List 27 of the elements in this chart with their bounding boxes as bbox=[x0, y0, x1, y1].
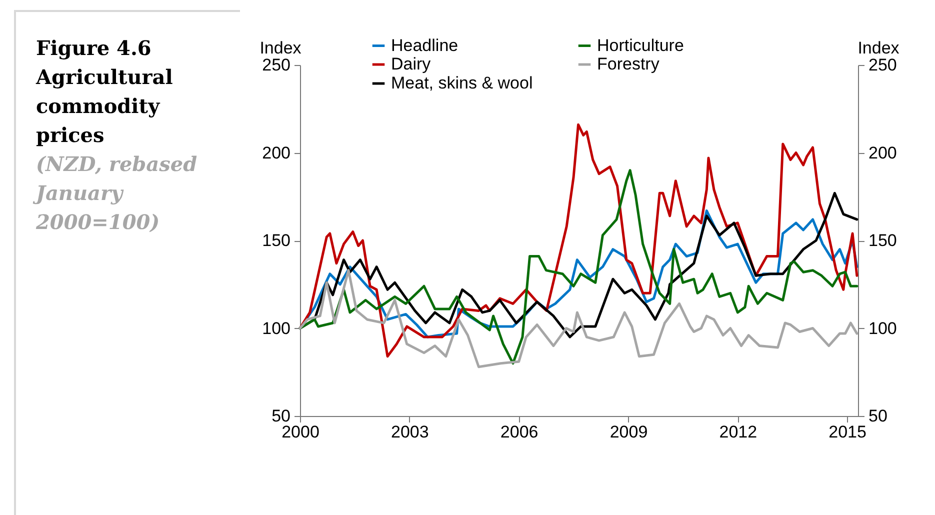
x-tick-label: 2006 bbox=[500, 422, 538, 442]
line-series bbox=[298, 169, 858, 365]
x-tick-label: 2009 bbox=[610, 422, 648, 442]
y2-tick-label: 100 bbox=[868, 318, 897, 338]
y-tick-label: 200 bbox=[262, 143, 290, 162]
y-axis-title: Index bbox=[260, 38, 302, 58]
y-tick-label: 50 bbox=[272, 406, 290, 426]
legend-label: Horticulture bbox=[597, 36, 684, 55]
x-tick-label: 2000 bbox=[282, 422, 320, 442]
y-tick-label: 150 bbox=[262, 231, 290, 250]
y2-tick-label: 250 bbox=[868, 56, 897, 74]
legend-label: Forestry bbox=[597, 54, 660, 74]
x-tick-label: 2012 bbox=[719, 422, 758, 442]
legend-label: Headline bbox=[391, 36, 458, 55]
legend-label: Meat, skins & wool bbox=[391, 74, 533, 92]
line-series bbox=[298, 123, 858, 358]
y-tick-label: 250 bbox=[262, 56, 290, 74]
y2-axis-title: Index bbox=[858, 38, 900, 58]
line-series bbox=[298, 269, 858, 368]
text: Figure 4.6 Agricultural commodity prices bbox=[36, 35, 174, 149]
legend-label: Dairy bbox=[391, 54, 432, 74]
x-tick-label: 2003 bbox=[391, 422, 429, 442]
y-tick-label: 100 bbox=[262, 318, 290, 338]
x-tick-label: 2015 bbox=[828, 422, 866, 442]
y2-tick-label: 200 bbox=[868, 143, 897, 162]
y2-tick-label: 50 bbox=[868, 406, 888, 426]
y2-tick-label: 150 bbox=[868, 231, 897, 250]
